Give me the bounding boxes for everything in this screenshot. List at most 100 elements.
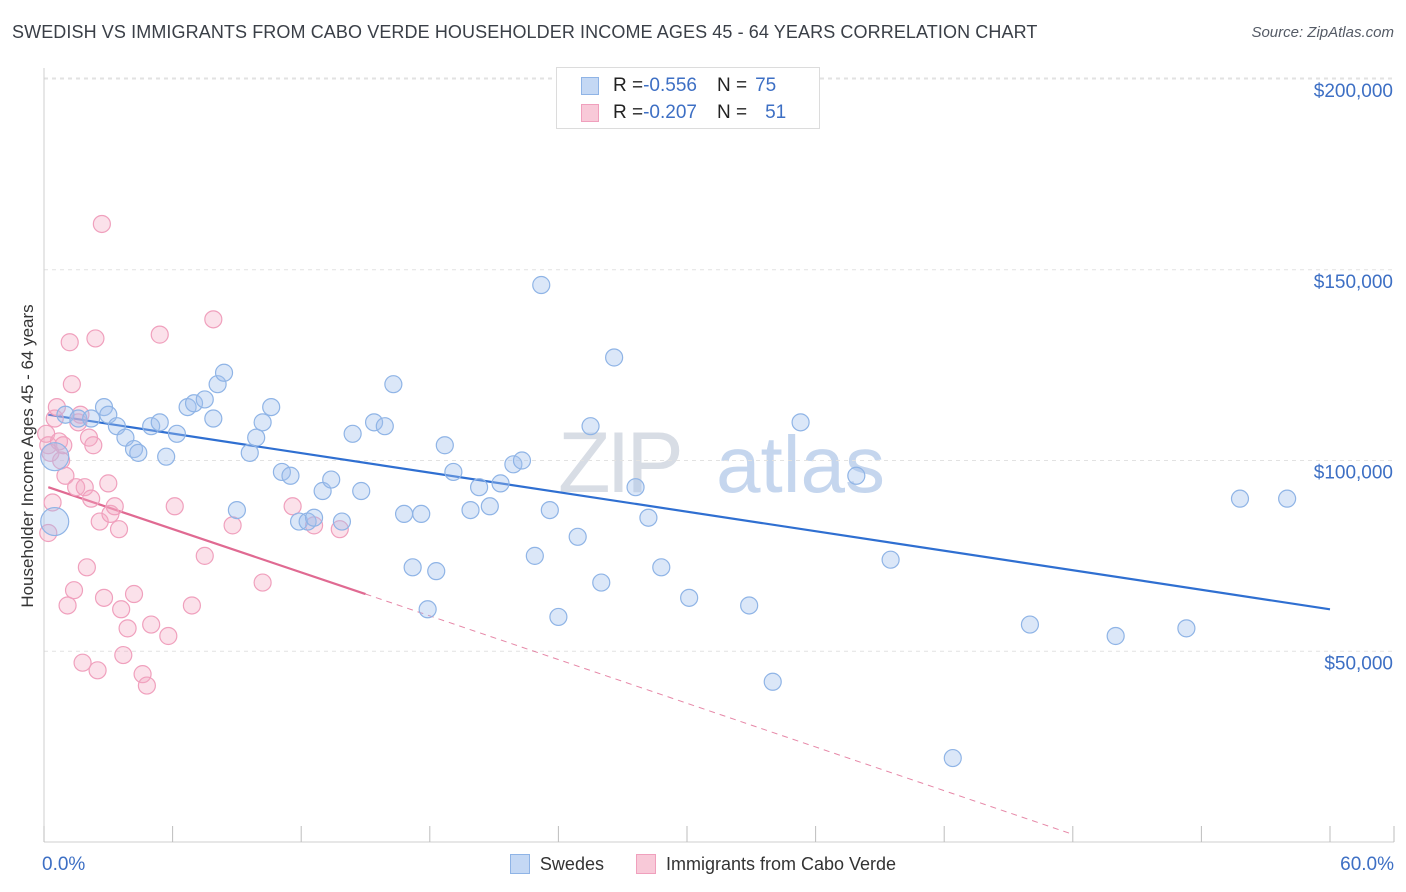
n-label: N = — [716, 102, 748, 123]
legend-label-swedes: Swedes — [539, 853, 604, 874]
swedes-point — [40, 442, 70, 472]
cabo-swatch — [635, 854, 656, 874]
swedes-point — [469, 478, 489, 497]
cabo-point — [253, 573, 272, 592]
cabo-point — [64, 581, 84, 600]
swedes-point — [184, 394, 204, 413]
swedes-point — [253, 413, 272, 432]
swedes-point — [129, 443, 148, 462]
swedes-point — [281, 466, 300, 485]
cabo-point — [60, 333, 79, 352]
legend-label-cabo: Immigrants from Cabo Verde — [665, 853, 897, 874]
swedes-point — [322, 470, 341, 489]
cabo-point — [118, 619, 137, 638]
swedes-point — [157, 447, 176, 466]
cabo-point — [114, 645, 133, 665]
swedes-point — [1278, 489, 1297, 508]
cabo-point — [109, 520, 129, 539]
legend-item-cabo[interactable]: Immigrants from Cabo Verde — [635, 853, 897, 875]
swedes-point — [427, 562, 446, 581]
cabo-point — [43, 493, 62, 512]
cabo-point — [182, 596, 201, 615]
r-label: R = — [613, 102, 644, 123]
swedes-swatch — [509, 854, 530, 874]
x-tick-label: 0.0% — [42, 854, 85, 875]
swedes-point — [214, 363, 234, 382]
cabo-point — [75, 478, 94, 497]
legend-item-swedes[interactable]: Swedes — [509, 853, 604, 875]
cabo-point — [150, 325, 169, 344]
swedes-point — [82, 409, 101, 428]
cabo-point — [94, 588, 114, 607]
swedes-point — [195, 390, 214, 409]
swedes-point — [512, 451, 532, 470]
swedes-point — [304, 508, 324, 527]
swedes-point — [375, 417, 394, 436]
swedes-point — [491, 474, 510, 493]
cabo-trend-line — [47, 486, 366, 596]
n-value: 75 — [755, 75, 777, 96]
swedes-point — [626, 478, 645, 497]
swedes-point — [352, 481, 371, 501]
cabo-point — [88, 661, 107, 680]
cabo-point — [86, 329, 105, 348]
cabo-point — [124, 584, 144, 604]
cabo-point — [159, 626, 178, 646]
cabo-point — [99, 474, 118, 493]
swedes-point — [532, 275, 551, 295]
cabo-point — [204, 310, 223, 329]
swedes-point — [1177, 619, 1196, 638]
cabo-point — [39, 523, 58, 543]
swedes-point — [461, 500, 480, 520]
watermark-zip: ZIP — [558, 415, 680, 511]
cabo-point — [82, 489, 101, 508]
y-tick-label: $200,000 — [1314, 81, 1393, 102]
swedes-point — [69, 409, 88, 428]
swedes-point — [204, 409, 223, 428]
swedes-point — [142, 417, 161, 436]
cabo-point — [77, 558, 96, 577]
swedes-point — [763, 672, 782, 691]
swedes-point — [1020, 615, 1040, 634]
cabo-point — [84, 436, 103, 455]
swedes-point — [847, 466, 866, 485]
swedes-point — [740, 596, 759, 615]
swedes-point — [412, 504, 431, 524]
swedes-swatch — [581, 77, 599, 95]
swedes-point — [247, 428, 266, 447]
chart-title: SWEDISH VS IMMIGRANTS FROM CABO VERDE HO… — [12, 22, 1038, 42]
swedes-point — [272, 462, 292, 482]
n-value: 51 — [765, 102, 787, 123]
swedes-point — [504, 455, 523, 474]
swedes-point — [592, 573, 611, 592]
swedes-point — [343, 424, 362, 443]
cabo-trend-extension — [365, 593, 1073, 835]
swedes-point — [540, 500, 559, 520]
swedes-point — [568, 527, 587, 546]
swedes-point — [881, 550, 900, 569]
swedes-point — [581, 417, 600, 436]
cabo-point — [58, 596, 77, 615]
cabo-point — [62, 375, 81, 394]
swedes-point — [227, 500, 246, 520]
swedes-point — [40, 506, 70, 537]
swedes-point — [384, 375, 403, 394]
swedes-point — [418, 600, 437, 619]
r-value: -0.556 — [643, 75, 697, 96]
swedes-point — [150, 413, 169, 432]
swedes-point — [480, 497, 499, 516]
n-label: N = — [716, 75, 748, 96]
cabo-point — [56, 466, 75, 485]
cabo-point — [73, 653, 92, 672]
swedes-point — [1106, 626, 1125, 646]
swedes-point — [943, 748, 962, 768]
y-tick-label: $50,000 — [1324, 653, 1393, 674]
swedes-point — [680, 588, 699, 607]
cabo-point — [165, 497, 184, 516]
swedes-point — [444, 462, 463, 482]
cabo-point — [105, 497, 124, 516]
source-label: Source: ZipAtlas.com — [1251, 24, 1394, 41]
cabo-point — [92, 214, 111, 234]
swedes-trend-line — [48, 413, 1331, 611]
swedes-point — [549, 607, 568, 627]
